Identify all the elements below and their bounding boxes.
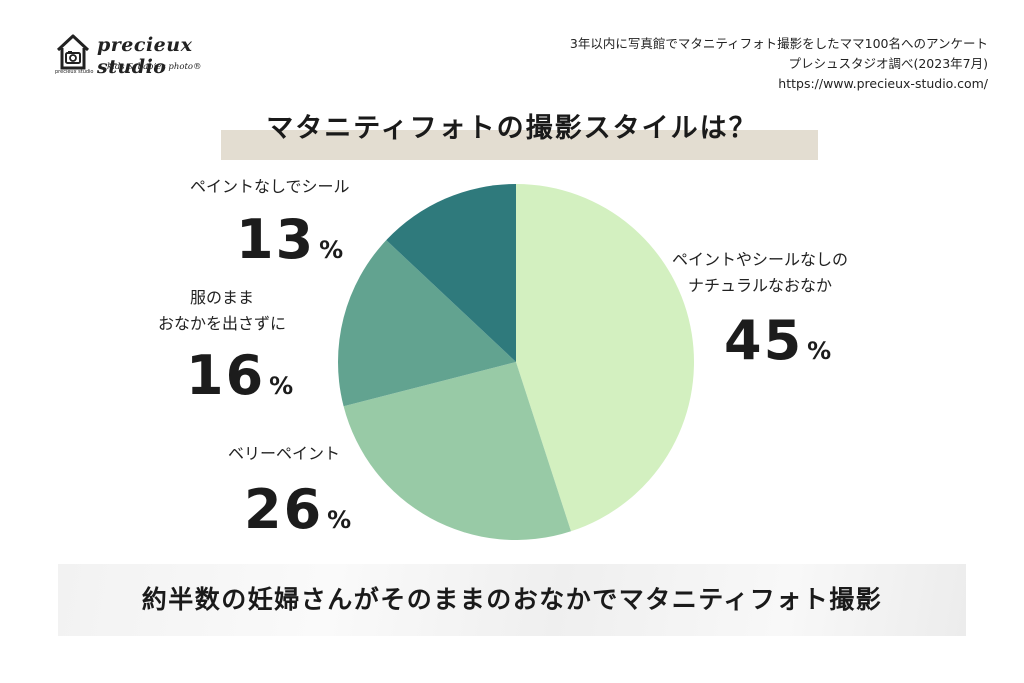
source-line-2: プレシュスタジオ調べ(2023年7月) bbox=[788, 56, 988, 71]
brand-tagline: kids & babies photo® bbox=[107, 62, 202, 72]
title-highlight-band bbox=[221, 130, 818, 160]
slice-label-line: ペイントやシールなしの bbox=[672, 250, 849, 269]
house-camera-icon bbox=[56, 34, 90, 70]
pie-slice-sticker bbox=[386, 184, 516, 362]
slice-percent-belly-paint: 26% bbox=[244, 480, 353, 550]
percent-unit: % bbox=[807, 337, 834, 365]
percent-value: 26 bbox=[244, 478, 324, 541]
slice-label-line: ナチュラルなおなか bbox=[688, 276, 833, 295]
percent-value: 16 bbox=[186, 344, 266, 407]
survey-source: 3年以内に写真館でマタニティフォト撮影をしたママ100名へのアンケート プレシュ… bbox=[570, 34, 988, 94]
conclusion-band bbox=[58, 564, 966, 636]
source-line-1: 3年以内に写真館でマタニティフォト撮影をしたママ100名へのアンケート bbox=[569, 36, 988, 51]
slice-label-belly-paint: ベリーペイント bbox=[228, 441, 340, 467]
slice-label-line: ベリーペイント bbox=[228, 444, 341, 463]
slice-label-sticker: ペイントなしでシール bbox=[190, 174, 350, 200]
logo-mark-text: precieux studio bbox=[55, 69, 94, 75]
pie-slice-natural bbox=[516, 184, 695, 532]
slice-label-clothed: 服のまま おなかを出さずに bbox=[158, 285, 286, 337]
conclusion-text: 約半数の妊婦さんがそのままのおなかでマタニティフォト撮影 bbox=[141, 585, 883, 614]
slice-label-line: 服のまま bbox=[190, 288, 255, 307]
pie-slice-belly-paint bbox=[343, 362, 572, 541]
slice-percent-clothed: 16% bbox=[186, 346, 295, 416]
pie-slice-clothed bbox=[338, 240, 516, 407]
slice-label-natural: ペイントやシールなしの ナチュラルなおなか bbox=[672, 247, 848, 299]
slice-percent-natural: 45% bbox=[724, 311, 833, 381]
percent-value: 13 bbox=[236, 208, 316, 271]
slice-label-line: ペイントなしでシール bbox=[190, 177, 350, 196]
percent-unit: % bbox=[327, 506, 354, 534]
slice-label-line: おなかを出さずに bbox=[158, 314, 287, 333]
brand-logo: precieux studio precieux studio kids & b… bbox=[55, 32, 255, 80]
slice-percent-sticker: 13% bbox=[236, 210, 345, 280]
percent-unit: % bbox=[319, 236, 346, 264]
source-url[interactable]: https://www.precieux-studio.com/ bbox=[778, 76, 988, 91]
brand-name: precieux studio bbox=[97, 34, 193, 78]
percent-unit: % bbox=[269, 372, 296, 400]
percent-value: 45 bbox=[724, 309, 804, 372]
chart-title: マタニティフォトの撮影スタイルは？ bbox=[266, 113, 758, 144]
